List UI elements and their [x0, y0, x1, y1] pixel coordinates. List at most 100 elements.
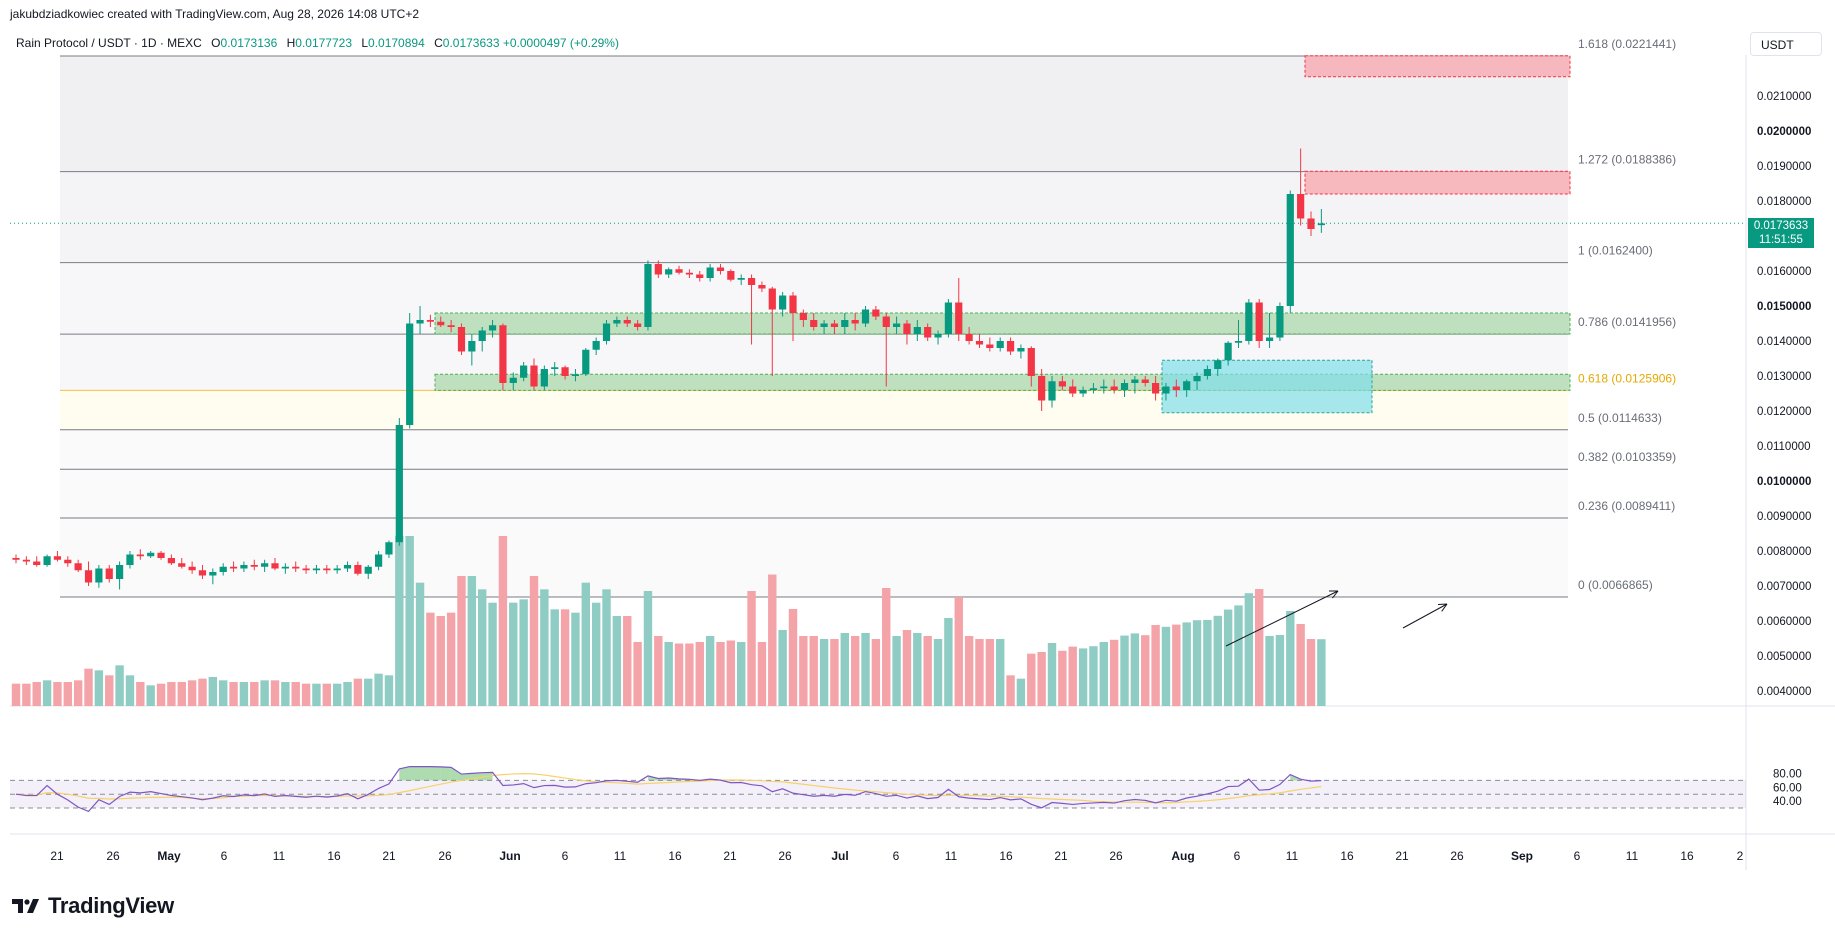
volume-bar — [1306, 639, 1316, 706]
volume-bar — [581, 582, 590, 706]
volume-bar — [426, 612, 435, 706]
candle-body — [343, 565, 352, 569]
volume-bar — [167, 682, 176, 706]
candle-body — [1152, 383, 1160, 394]
volume-bar — [1234, 605, 1243, 706]
last-price-tag: 0.0173633 11:51:55 — [1748, 218, 1814, 248]
rsi-overbought-fill — [451, 767, 462, 781]
candle-body — [312, 568, 321, 571]
volume-bar — [964, 636, 974, 706]
volume-bar — [42, 680, 52, 706]
time-axis-label: Sep — [1511, 849, 1533, 863]
candle-body — [830, 323, 839, 327]
candle-body — [95, 568, 103, 583]
candle-body — [799, 313, 807, 320]
rsi-overbought-fill — [420, 766, 431, 781]
candle-body — [965, 334, 973, 341]
candle-body — [1265, 337, 1274, 341]
ohlc-legend: Rain Protocol / USDT · 1D · MEXC O0.0173… — [16, 36, 619, 50]
fib-band — [60, 429, 1568, 470]
time-axis-label: 16 — [999, 849, 1013, 863]
candle-body — [1069, 386, 1077, 394]
candle-body — [634, 323, 642, 327]
volume-bar — [301, 683, 311, 706]
candle-body — [1203, 369, 1211, 376]
volume-bar — [830, 639, 839, 706]
candle-body — [261, 563, 269, 567]
candle-body — [1317, 223, 1325, 226]
candle-body — [706, 267, 714, 278]
candle-body — [437, 321, 445, 326]
candle-body — [1089, 388, 1098, 390]
volume-bar — [73, 680, 83, 706]
volume-bar — [332, 683, 342, 706]
volume-bar — [902, 630, 912, 706]
volume-bar — [364, 678, 373, 706]
time-axis-label: 26 — [778, 849, 792, 863]
candle-body — [364, 566, 372, 574]
volume-bar — [22, 683, 31, 706]
candle-body — [520, 365, 528, 378]
volume-bar — [540, 589, 549, 706]
time-axis-label: 6 — [893, 849, 900, 863]
candle-body — [561, 367, 569, 376]
price-axis-label: 0.0040000 — [1757, 686, 1811, 698]
high-label: H — [286, 36, 296, 50]
candle-body — [157, 552, 165, 558]
volume-bar — [1172, 624, 1181, 706]
candle-body — [509, 377, 517, 383]
volume-bar — [94, 670, 104, 706]
candle-body — [1048, 381, 1056, 401]
volume-bar — [850, 636, 860, 706]
volume-bar — [250, 682, 259, 706]
fib-level-label: 0.5 (0.0114633) — [1578, 411, 1662, 425]
tradingview-logo[interactable]: TradingView — [12, 893, 174, 919]
volume-bar — [685, 643, 694, 706]
volume-bar — [778, 630, 787, 706]
candle-body — [665, 269, 673, 275]
candle-body — [126, 554, 134, 565]
trend-arrow-head — [1441, 603, 1448, 612]
candle-body — [861, 309, 870, 324]
fib-level-label: 0.382 (0.0103359) — [1578, 450, 1676, 464]
resistance-zone — [1304, 55, 1571, 78]
accumulation-zone — [1161, 359, 1373, 414]
candle-body — [779, 295, 787, 310]
price-axis-label: 0.0130000 — [1757, 371, 1811, 383]
candle-body — [1079, 390, 1087, 394]
fib-level-label: 0.618 (0.0125906) — [1578, 371, 1676, 385]
candle-body — [903, 323, 911, 334]
candle-body — [1183, 381, 1191, 390]
volume-bar — [519, 599, 528, 706]
candle-body — [737, 278, 745, 280]
volume-bar — [768, 574, 777, 706]
candle-body — [975, 341, 984, 345]
volume-bar — [737, 642, 746, 706]
volume-bar — [1099, 642, 1108, 706]
candle-body — [716, 267, 725, 271]
currency-button[interactable]: USDT — [1750, 32, 1822, 56]
volume-bar — [892, 636, 901, 706]
candle-body — [1286, 194, 1294, 306]
volume-bar — [1317, 639, 1326, 706]
volume-bar — [1058, 650, 1067, 706]
candle-body — [1017, 348, 1025, 352]
volume-bar — [270, 680, 280, 706]
volume-bar — [654, 636, 663, 706]
time-axis-label: 26 — [438, 849, 452, 863]
open-label: O — [211, 36, 221, 50]
candle-body — [768, 288, 776, 310]
candle-body — [1172, 386, 1180, 390]
volume-bar — [1244, 593, 1254, 706]
fib-band — [60, 518, 1568, 597]
symbol-title[interactable]: Rain Protocol / USDT · 1D · MEXC — [16, 36, 202, 50]
volume-bar — [374, 673, 383, 706]
trend-arrow-line — [1225, 590, 1339, 647]
candle-body — [1058, 381, 1066, 387]
candle-body — [872, 309, 880, 317]
volume-bar — [861, 633, 870, 706]
volume-bar — [612, 616, 622, 706]
volume-bar — [819, 639, 829, 706]
trend-arrow-line — [1402, 603, 1448, 629]
